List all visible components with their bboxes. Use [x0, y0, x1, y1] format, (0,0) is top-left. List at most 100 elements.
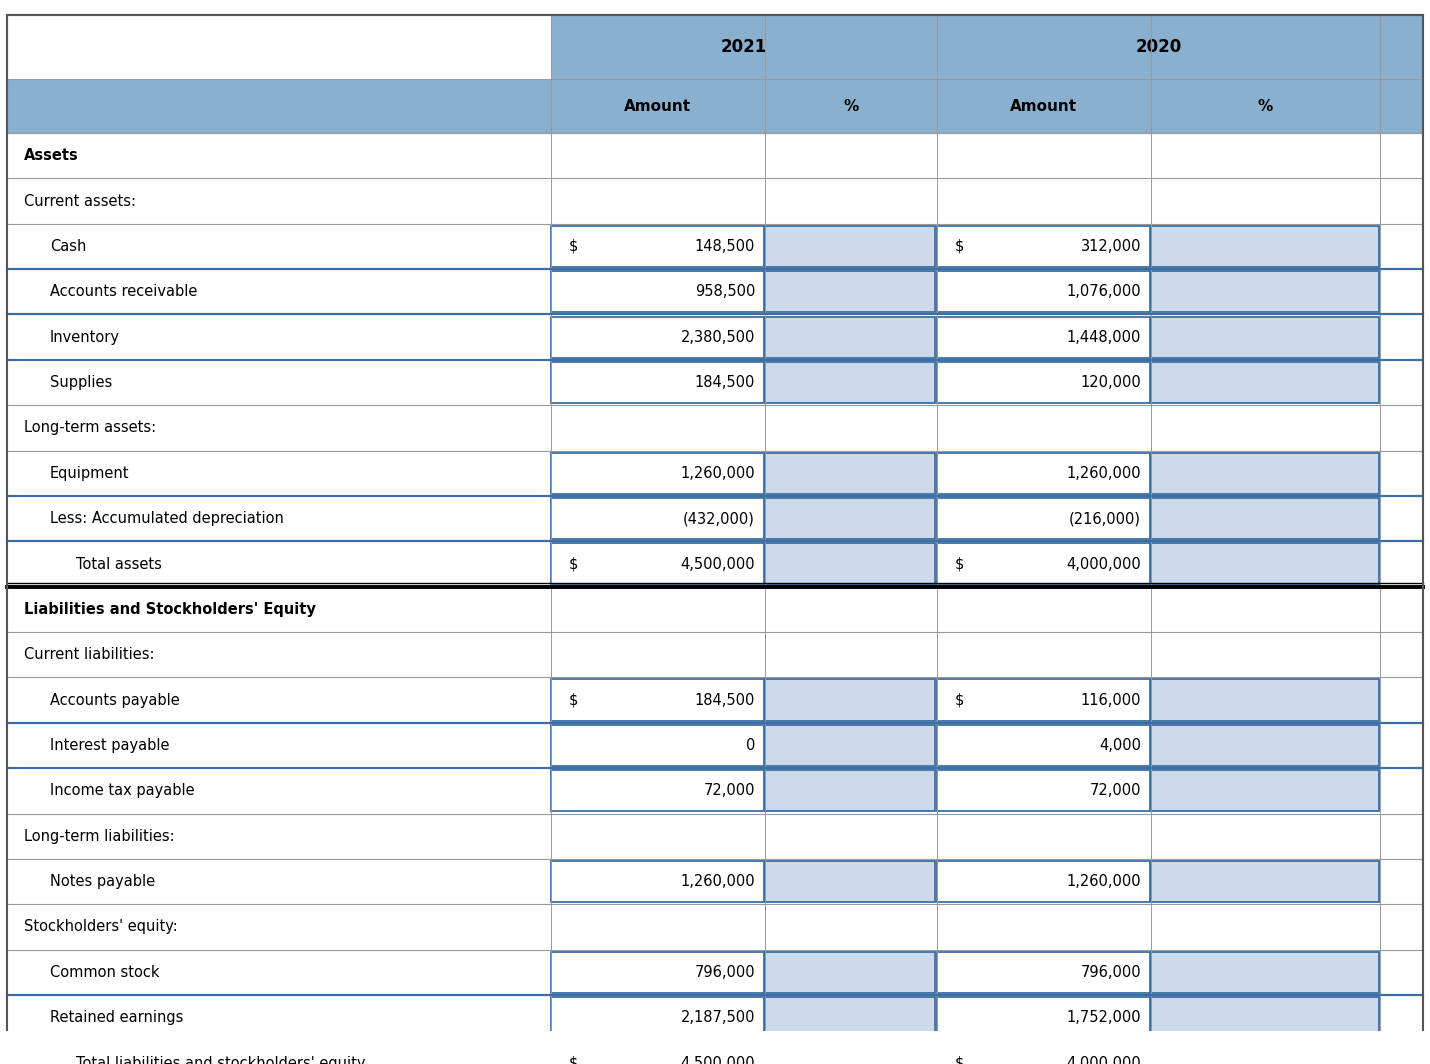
Bar: [7, 950, 1423, 995]
Bar: [551, 362, 764, 403]
Text: Equipment: Equipment: [50, 466, 130, 481]
Bar: [937, 680, 1150, 720]
Bar: [7, 678, 1423, 722]
Bar: [7, 133, 1423, 179]
Bar: [765, 725, 935, 766]
Text: Amount: Amount: [625, 99, 691, 114]
Text: 4,000,000: 4,000,000: [1067, 556, 1141, 571]
Text: Assets: Assets: [24, 148, 79, 163]
Bar: [551, 226, 764, 267]
Text: Total assets: Total assets: [76, 556, 162, 571]
Text: $: $: [955, 556, 965, 571]
Text: $: $: [955, 693, 965, 708]
Bar: [7, 450, 1423, 496]
Bar: [765, 362, 935, 403]
Bar: [7, 496, 1423, 542]
Bar: [937, 861, 1150, 902]
Bar: [551, 861, 764, 902]
Bar: [1151, 680, 1379, 720]
Bar: [765, 1043, 935, 1064]
Text: 0: 0: [745, 738, 755, 753]
Text: Accounts payable: Accounts payable: [50, 693, 180, 708]
Bar: [7, 1041, 1423, 1064]
Bar: [551, 997, 764, 1038]
Text: 1,260,000: 1,260,000: [1067, 466, 1141, 481]
Text: Retained earnings: Retained earnings: [50, 1010, 183, 1026]
Bar: [765, 498, 935, 539]
Bar: [1151, 498, 1379, 539]
Text: 120,000: 120,000: [1081, 375, 1141, 390]
Text: 2,380,500: 2,380,500: [681, 330, 755, 345]
Bar: [765, 997, 935, 1038]
Bar: [765, 680, 935, 720]
Text: $: $: [955, 1055, 965, 1064]
Bar: [765, 544, 935, 584]
Bar: [1151, 861, 1379, 902]
Bar: [1151, 1043, 1379, 1064]
Bar: [1151, 951, 1379, 993]
Bar: [937, 498, 1150, 539]
Text: $: $: [569, 239, 579, 254]
Bar: [551, 680, 764, 720]
Text: 1,076,000: 1,076,000: [1067, 284, 1141, 299]
Text: Liabilities and Stockholders' Equity: Liabilities and Stockholders' Equity: [24, 602, 316, 617]
Text: 958,500: 958,500: [695, 284, 755, 299]
Bar: [551, 725, 764, 766]
Text: 184,500: 184,500: [695, 375, 755, 390]
Bar: [7, 16, 1423, 80]
Bar: [7, 315, 1423, 360]
Bar: [1151, 997, 1379, 1038]
Bar: [7, 722, 1423, 768]
Bar: [1151, 362, 1379, 403]
Bar: [937, 725, 1150, 766]
Text: Stockholders' equity:: Stockholders' equity:: [24, 919, 179, 934]
Bar: [7, 904, 1423, 950]
Bar: [765, 951, 935, 993]
Bar: [551, 271, 764, 313]
Text: 796,000: 796,000: [1081, 965, 1141, 980]
Text: Long-term assets:: Long-term assets:: [24, 420, 156, 435]
Bar: [1151, 317, 1379, 358]
Text: Interest payable: Interest payable: [50, 738, 170, 753]
Text: $: $: [569, 1055, 579, 1064]
Bar: [7, 814, 1423, 859]
Bar: [7, 80, 1423, 133]
Bar: [7, 405, 1423, 450]
Text: 72,000: 72,000: [1090, 783, 1141, 798]
Bar: [551, 317, 764, 358]
Bar: [937, 362, 1150, 403]
Text: 1,260,000: 1,260,000: [1067, 875, 1141, 890]
Bar: [765, 271, 935, 313]
Text: 2,187,500: 2,187,500: [681, 1010, 755, 1026]
Bar: [1151, 725, 1379, 766]
Text: Supplies: Supplies: [50, 375, 113, 390]
Text: 72,000: 72,000: [704, 783, 755, 798]
Text: 1,260,000: 1,260,000: [681, 875, 755, 890]
Bar: [7, 632, 1423, 678]
Text: Common stock: Common stock: [50, 965, 160, 980]
Text: 4,500,000: 4,500,000: [681, 1055, 755, 1064]
Text: Accounts receivable: Accounts receivable: [50, 284, 197, 299]
Text: 116,000: 116,000: [1081, 693, 1141, 708]
Bar: [551, 544, 764, 584]
Bar: [765, 317, 935, 358]
Bar: [7, 16, 551, 80]
Bar: [765, 861, 935, 902]
Text: 2020: 2020: [1135, 38, 1181, 56]
Bar: [937, 770, 1150, 812]
Text: Income tax payable: Income tax payable: [50, 783, 194, 798]
Text: $: $: [569, 556, 579, 571]
Bar: [937, 997, 1150, 1038]
Bar: [7, 360, 1423, 405]
Bar: [1151, 226, 1379, 267]
Text: Notes payable: Notes payable: [50, 875, 156, 890]
Bar: [937, 226, 1150, 267]
Text: Long-term liabilities:: Long-term liabilities:: [24, 829, 174, 844]
Text: Cash: Cash: [50, 239, 86, 254]
Text: (432,000): (432,000): [684, 511, 755, 526]
Text: 1,752,000: 1,752,000: [1067, 1010, 1141, 1026]
Text: Inventory: Inventory: [50, 330, 120, 345]
Bar: [1151, 770, 1379, 812]
Bar: [7, 542, 1423, 586]
Text: 4,000,000: 4,000,000: [1067, 1055, 1141, 1064]
